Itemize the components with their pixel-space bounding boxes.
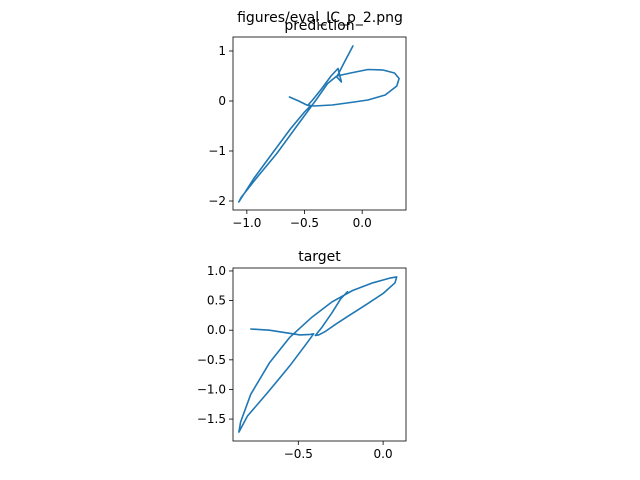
target-series-line (238, 276, 398, 433)
target-subplot: target −0.5 0.0 −1.5 −1.0 −0.5 0.0 0.5 1.0 (197, 249, 407, 461)
figure-suptitle: figures/eval_IC_p_2.png (237, 10, 403, 26)
target-x-tick-label: −0.5 (284, 447, 313, 461)
target-y-tick-label: −0.5 (197, 353, 226, 367)
target-title: target (298, 249, 341, 265)
prediction-axes-frame (232, 36, 407, 211)
target-y-tick-label: 0.0 (207, 323, 226, 337)
target-axes-frame (232, 267, 407, 442)
prediction-x-tick-label: 0.0 (353, 216, 372, 230)
target-x-tick-label: 0.0 (374, 447, 393, 461)
target-y-tick-label: −1.5 (197, 412, 226, 426)
prediction-y-tick-label: −1 (208, 144, 226, 158)
prediction-title: prediction (284, 18, 354, 34)
prediction-y-tick-label: −2 (208, 194, 226, 208)
prediction-subplot: prediction −1.0 −0.5 0.0 −2 −1 0 1 (208, 18, 407, 230)
prediction-series-line (238, 45, 400, 203)
prediction-x-tick-label: −0.5 (290, 216, 319, 230)
prediction-x-tick-label: −1.0 (232, 216, 261, 230)
target-y-tick-label: 1.0 (207, 264, 226, 278)
target-y-tick-label: 0.5 (207, 294, 226, 308)
prediction-y-tick-label: 1 (218, 44, 226, 58)
target-y-tick-label: −1.0 (197, 382, 226, 396)
prediction-y-tick-label: 0 (218, 94, 226, 108)
